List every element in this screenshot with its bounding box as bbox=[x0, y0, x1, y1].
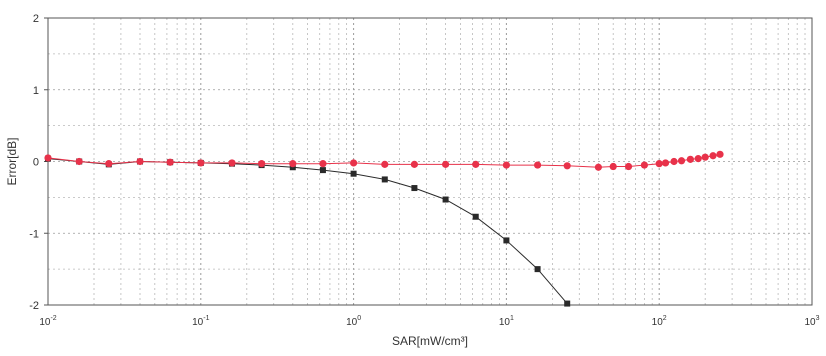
data-point bbox=[533, 161, 542, 169]
data-point bbox=[594, 163, 602, 171]
y-tick-label: 0 bbox=[33, 157, 39, 169]
y-axis-label: Error[dB] bbox=[5, 137, 19, 185]
data-point bbox=[503, 237, 510, 244]
data-point bbox=[502, 161, 510, 169]
x-axis-label: SAR[mW/cm³] bbox=[392, 334, 468, 348]
data-point bbox=[44, 154, 52, 162]
series-layer bbox=[44, 150, 724, 307]
data-point bbox=[350, 170, 357, 177]
series-2 bbox=[44, 150, 724, 171]
data-point bbox=[534, 266, 541, 273]
data-point bbox=[472, 160, 480, 168]
data-point bbox=[686, 155, 694, 163]
data-point bbox=[624, 162, 633, 171]
data-point bbox=[655, 160, 663, 168]
data-point bbox=[136, 157, 144, 166]
x-tick-label: 10-1 bbox=[192, 315, 209, 328]
y-tick-label: 2 bbox=[33, 13, 39, 25]
data-point bbox=[75, 157, 83, 166]
data-point bbox=[694, 155, 702, 163]
data-point bbox=[472, 213, 479, 220]
data-point bbox=[701, 153, 709, 161]
data-point bbox=[197, 159, 205, 167]
data-point bbox=[105, 160, 113, 168]
x-tick-label: 101 bbox=[499, 315, 514, 328]
data-point bbox=[564, 300, 571, 307]
data-point bbox=[381, 176, 388, 183]
y-tick-label: -2 bbox=[29, 300, 39, 312]
data-point bbox=[411, 185, 418, 192]
data-point bbox=[709, 152, 717, 160]
x-tick-label: 103 bbox=[804, 315, 819, 328]
data-point bbox=[677, 157, 686, 165]
data-point bbox=[289, 160, 297, 168]
data-point bbox=[716, 150, 724, 158]
axis-ticks: 210-1-210-2 10-1 100 101 102 103 bbox=[29, 13, 819, 328]
data-point bbox=[609, 162, 617, 171]
data-point bbox=[670, 157, 678, 166]
x-tick-label: 102 bbox=[652, 315, 667, 328]
data-point bbox=[381, 160, 389, 168]
y-tick-label: 1 bbox=[33, 85, 39, 97]
data-point bbox=[442, 196, 449, 203]
data-point bbox=[563, 162, 571, 170]
data-point bbox=[441, 160, 450, 168]
data-point bbox=[350, 159, 358, 167]
x-tick-label: 100 bbox=[346, 315, 361, 328]
series-line bbox=[47, 158, 568, 304]
data-point bbox=[228, 159, 236, 167]
data-point bbox=[258, 160, 266, 168]
data-point bbox=[661, 159, 670, 167]
data-point bbox=[319, 160, 327, 168]
x-tick-label: 10-2 bbox=[39, 315, 56, 328]
data-point bbox=[640, 161, 648, 169]
y-tick-label: -1 bbox=[29, 228, 39, 240]
data-point bbox=[319, 167, 326, 174]
data-point bbox=[166, 158, 174, 166]
data-point bbox=[410, 160, 419, 168]
